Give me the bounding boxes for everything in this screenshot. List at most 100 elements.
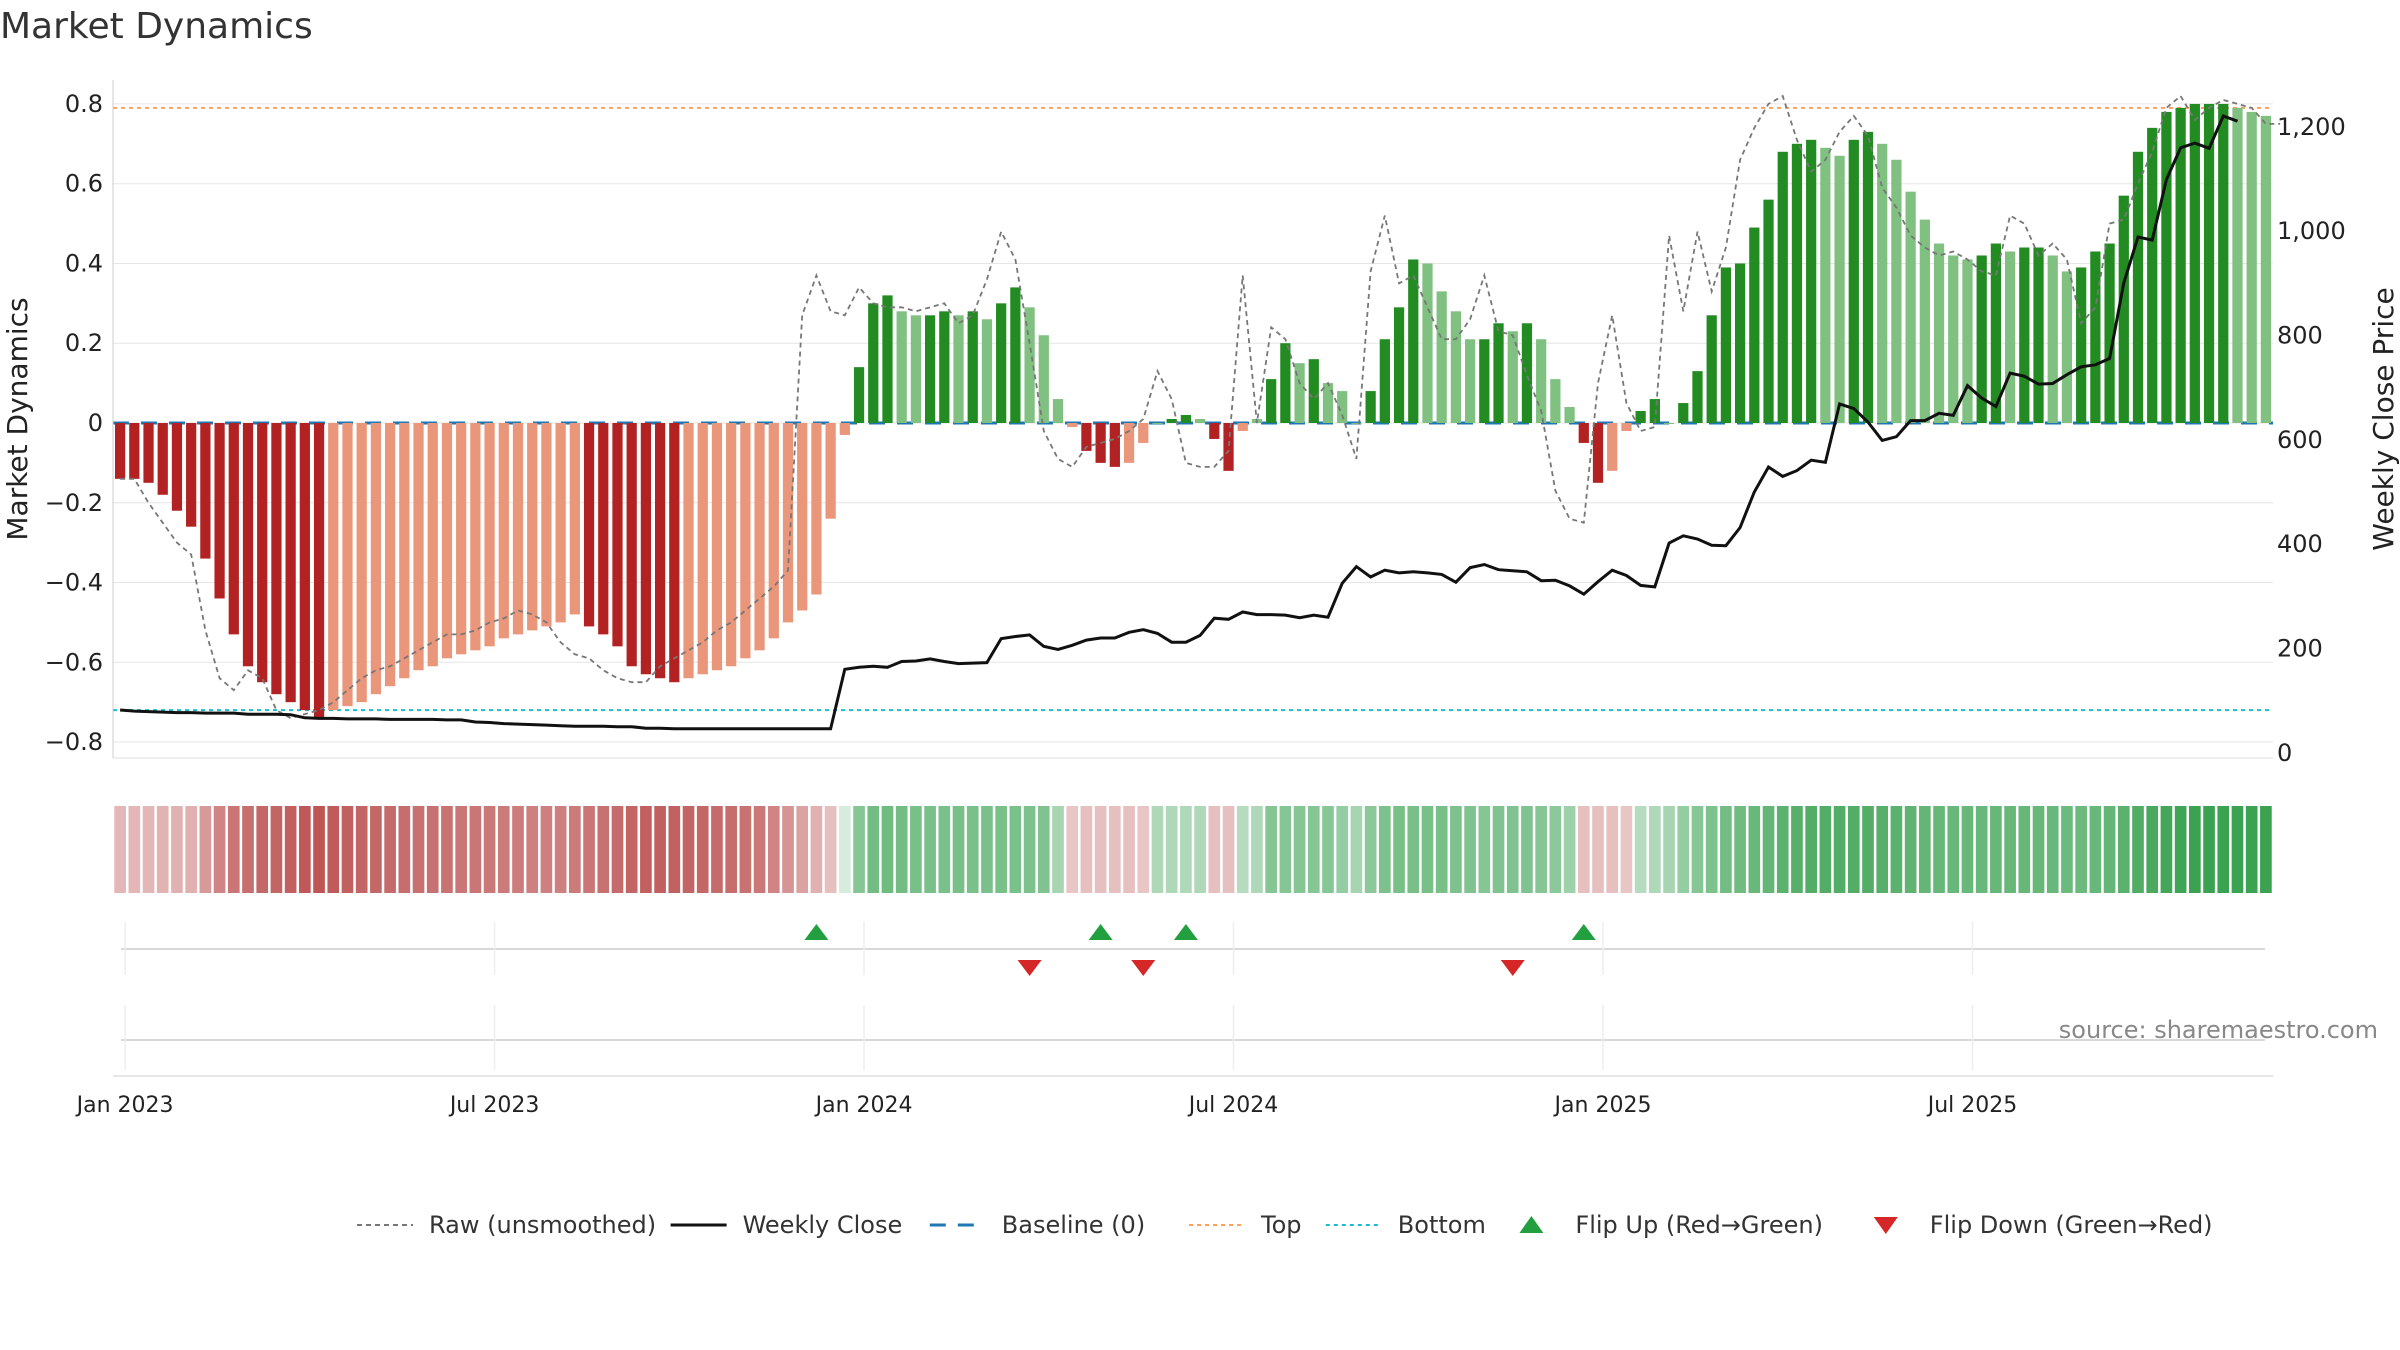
heat-cell (341, 806, 354, 893)
momentum-bar (1806, 139, 1817, 423)
heat-cell (1322, 806, 1334, 893)
momentum-bar (740, 422, 751, 659)
y2-tick-label: 1,000 (2277, 217, 2346, 245)
momentum-bar (1308, 359, 1319, 423)
momentum-bar (1422, 263, 1433, 423)
momentum-bar (996, 303, 1007, 423)
heat-cell (398, 806, 411, 893)
heat-cell (1776, 806, 1789, 893)
momentum-bar (2118, 195, 2129, 423)
momentum-bar (1820, 147, 1831, 423)
momentum-bar (1138, 422, 1149, 443)
heat-cell (483, 806, 496, 893)
heat-cell (569, 806, 581, 893)
momentum-bar (257, 422, 268, 683)
momentum-bar (569, 422, 580, 615)
momentum-bar (1720, 267, 1732, 423)
heat-cell (213, 806, 226, 893)
heat-cell (1819, 806, 1832, 893)
momentum-bar (1393, 307, 1405, 423)
momentum-bar (2033, 247, 2044, 423)
y-tick-label: 0.2 (65, 329, 103, 357)
heat-cell (2061, 806, 2073, 893)
y2-tick-label: 200 (2277, 634, 2323, 662)
heat-cell (1208, 806, 1221, 893)
momentum-bar (1067, 422, 1078, 427)
momentum-bar (2061, 271, 2073, 423)
momentum-bar (697, 422, 708, 675)
momentum-bar (470, 422, 481, 651)
momentum-bar (640, 422, 652, 675)
y2-axis-label: Weekly Close Price (2367, 287, 2400, 550)
heat-cell (796, 806, 809, 893)
momentum-bar (1905, 191, 1916, 423)
momentum-bar (1223, 422, 1234, 471)
momentum-bar (1919, 219, 1930, 423)
flip-down-marker (1017, 960, 1042, 976)
momentum-bar (868, 303, 879, 423)
momentum-bar (313, 422, 325, 719)
momentum-bar (456, 422, 467, 655)
legend-item-flip_down: Flip Down (Green→Red) (1873, 1211, 2213, 1239)
heat-cell (1066, 806, 1079, 893)
heat-cell (426, 806, 439, 893)
momentum-bar (1607, 422, 1618, 471)
momentum-bar (541, 422, 552, 627)
momentum-bar (882, 295, 893, 423)
chart-title: Market Dynamics (0, 6, 313, 47)
momentum-bar (555, 422, 566, 623)
momentum-bar (910, 315, 922, 423)
momentum-bar (896, 311, 907, 423)
lower-panels: Jan 2023 Jul 2023 Jan 2024 Jul 2024 Jan 2025… (75, 922, 2273, 1118)
heat-cell (739, 806, 752, 893)
momentum-bar (1266, 379, 1277, 423)
momentum-bar (2189, 103, 2200, 423)
momentum-bar (1379, 339, 1390, 423)
heat-cell (1492, 806, 1505, 893)
momentum-bar (754, 422, 765, 651)
momentum-bar (1578, 422, 1589, 443)
y-tick-label: 0.8 (65, 90, 103, 118)
raw-unsmoothed-line (120, 94, 2281, 720)
heat-cell (1592, 806, 1604, 893)
momentum-bar (1436, 291, 1447, 423)
momentum-bar (186, 422, 197, 527)
momentum-bar (2132, 151, 2144, 423)
heat-cell (1847, 806, 1860, 893)
momentum-bar (228, 422, 239, 635)
heat-cell (611, 806, 624, 893)
heat-cell (711, 806, 723, 893)
heat-cell (1577, 806, 1590, 893)
momentum-bar (143, 422, 154, 483)
heat-cell (2117, 806, 2130, 893)
heat-cell (753, 806, 766, 893)
heat-cell (668, 806, 681, 893)
legend-swatch (1873, 1217, 1898, 1234)
y2-tick-label: 400 (2277, 530, 2323, 558)
flip-up-marker (1173, 924, 1198, 940)
source-note: source: sharemaestro.com (2059, 1016, 2378, 1044)
momentum-bar (1777, 151, 1788, 423)
heat-cell (1933, 806, 1945, 893)
momentum-bar (1521, 323, 1533, 423)
heat-cell (171, 806, 183, 893)
heat-cell (1009, 806, 1022, 893)
y-tick-label: −0.8 (45, 728, 103, 756)
legend-label: Flip Down (Green→Red) (1930, 1211, 2213, 1239)
heat-cell (2203, 806, 2215, 893)
momentum-bar (171, 422, 183, 511)
y2-tick-label: 800 (2277, 322, 2323, 350)
heat-cell (1720, 806, 1732, 893)
momentum-bar (939, 311, 950, 423)
momentum-bar (356, 422, 367, 703)
x-tick-label: Jan 2025 (1553, 1093, 1652, 1118)
legend-label: Weekly Close (743, 1211, 903, 1239)
momentum-bar (1635, 411, 1646, 423)
momentum-bar (2161, 111, 2172, 423)
heat-cell (384, 806, 396, 893)
heat-cell (1634, 806, 1647, 893)
momentum-bar (484, 422, 495, 647)
momentum-bar (1990, 243, 2002, 423)
heat-cell (1876, 806, 1889, 893)
heat-cell (1407, 806, 1420, 893)
